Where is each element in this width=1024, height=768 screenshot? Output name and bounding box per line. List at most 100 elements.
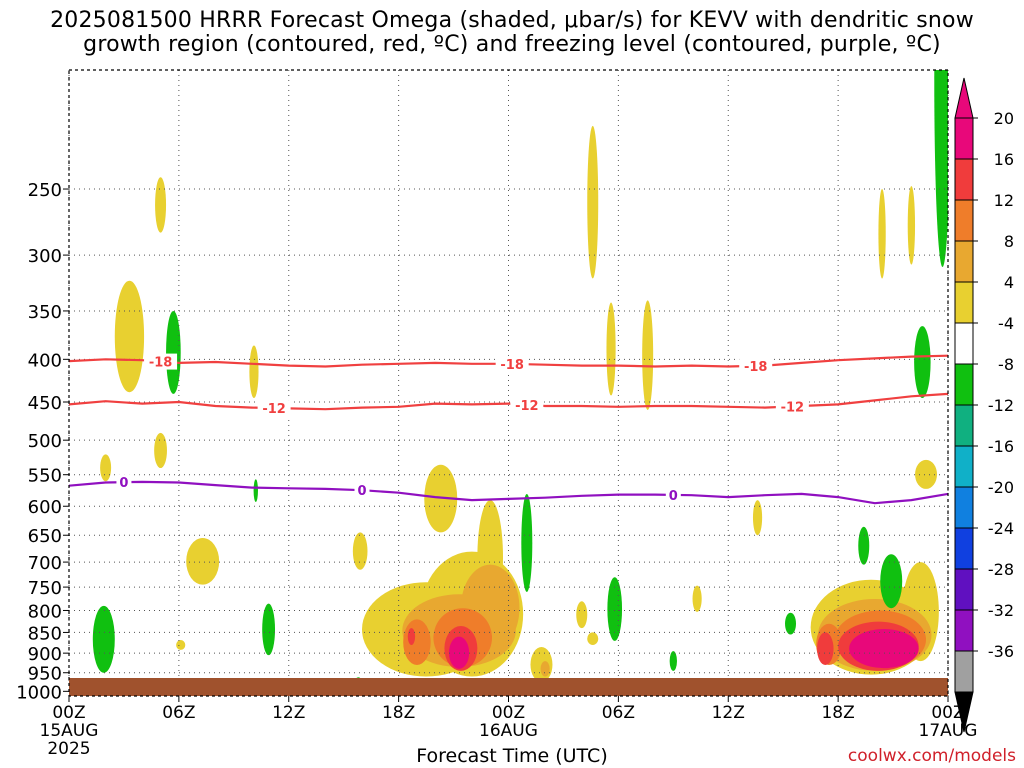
y-tick-label-550: 550 (28, 466, 62, 487)
omega-cell-27 (540, 661, 550, 677)
colorbar-swatch-11 (954, 568, 974, 611)
y-tick-label-750: 750 (28, 578, 62, 599)
omega-cell-6 (176, 640, 186, 650)
x-tick-label: 18Z (382, 703, 415, 723)
omega-cell-4 (249, 345, 259, 398)
omega-cell-2 (154, 432, 167, 469)
omega-cell-19 (752, 500, 763, 536)
omega-cell-3 (100, 454, 112, 482)
contour-label-bg (665, 486, 681, 503)
contour-layer: -18 -18 -18 -12 -12 -12 0 0 0 (69, 353, 948, 505)
colorbar-swatch-1 (954, 158, 974, 201)
omega-cell-46 (669, 651, 677, 671)
omega-cell-5 (186, 538, 220, 585)
omega-cell-39 (166, 310, 181, 394)
omega-cell-41 (253, 479, 258, 502)
source-credit: coolwx.com/models (847, 746, 1016, 766)
y-tick-label-850: 850 (28, 623, 62, 644)
x-tick-label: 12Z (712, 703, 745, 723)
y-tick-label-500: 500 (28, 431, 62, 452)
colorbar-swatch-5 (954, 322, 974, 365)
x-tick-date: 15AUG (40, 721, 99, 741)
colorbar-top-arrow (954, 77, 974, 119)
omega-colorbar: 20 16 12 8 4 -4 -8 -12 -16 -20 -24 -28 -32 -36 (954, 77, 1014, 733)
x-tick-date: 16AUG (479, 721, 538, 741)
omega-cell-7 (352, 532, 368, 570)
contour-label--12: -12 (262, 402, 286, 417)
y-tick-label-350: 350 (28, 302, 62, 323)
contour-label--18: -18 (744, 360, 768, 375)
contour-line-0 (69, 480, 948, 505)
y-tick-label-300: 300 (28, 246, 62, 267)
colorbar-swatch-8 (954, 445, 974, 488)
omega-cell-35 (817, 632, 834, 666)
omega-cell-21 (907, 186, 916, 265)
colorbar-label: -32 (988, 601, 1014, 620)
y-tick-label-600: 600 (28, 497, 62, 518)
colorbar-bottom-arrow (954, 691, 974, 733)
x-tick-label: 06Z (162, 703, 195, 723)
omega-cell-38 (849, 629, 919, 669)
contour-label--18: -18 (500, 358, 524, 373)
omega-cell-0 (114, 280, 145, 393)
omega-cell-29 (403, 619, 431, 666)
colorbar-swatch-3 (954, 240, 974, 283)
omega-cell-48 (858, 526, 870, 565)
colorbar-label: 8 (1004, 232, 1014, 251)
omega-cell-33 (407, 628, 416, 646)
colorbar-swatch-0 (954, 117, 974, 160)
y-tick-label-900: 900 (28, 644, 62, 665)
x-tick-label: 00Z (931, 703, 964, 723)
y-tick-label-700: 700 (28, 553, 62, 574)
contour-label-bg (116, 474, 132, 491)
omega-cell-16 (606, 302, 616, 396)
omega-cell-50 (914, 326, 931, 398)
omega-cell-51 (934, 70, 948, 267)
contour-line--12 (69, 392, 948, 411)
contour-label-bg (775, 398, 809, 415)
y-tick-label-250: 250 (28, 180, 62, 201)
x-tick-date: 17AUG (919, 721, 978, 741)
colorbar-swatch-13 (954, 650, 974, 693)
contour-label-bg (495, 355, 529, 372)
colorbar-label: -16 (988, 437, 1014, 456)
x-tick-label: 18Z (821, 703, 854, 723)
y-tick-label-450: 450 (28, 393, 62, 414)
x-tick-year: 2025 (47, 739, 90, 759)
colorbar-label: -20 (988, 478, 1014, 497)
y-axis: 250 300 350 400 450 500 550 600 650 700 7508008509… (16, 180, 69, 703)
colorbar-label: -28 (988, 560, 1014, 579)
x-tick-label: 00Z (492, 703, 525, 723)
omega-cell-18 (692, 585, 702, 612)
y-tick-label-400: 400 (28, 350, 62, 371)
chart-title-line-2: growth region (contoured, red, ºC) and f… (83, 32, 941, 57)
omega-cell-15 (587, 125, 599, 279)
contour-label--18: -18 (149, 356, 173, 371)
contour-label-bg (144, 353, 178, 370)
omega-cell-1 (155, 177, 167, 233)
contour-label-bg (510, 396, 544, 413)
y-tick-label-650: 650 (28, 526, 62, 547)
y-tick-label-800: 800 (28, 601, 62, 622)
y-tick-label-1000: 1000 (16, 682, 62, 703)
x-tick-label: 00Z (52, 703, 85, 723)
colorbar-swatch-12 (954, 609, 974, 652)
colorbar-label: -24 (988, 519, 1014, 538)
colorbar-label: 16 (994, 150, 1014, 169)
x-axis-title: Forecast Time (UTC) (416, 745, 608, 767)
x-tick-label: 06Z (602, 703, 635, 723)
omega-cell-47 (785, 612, 797, 635)
colorbar-label: 12 (994, 191, 1014, 210)
contour-label-0: 0 (119, 476, 128, 491)
colorbar-swatch-2 (954, 199, 974, 242)
colorbar-swatch-9 (954, 486, 974, 529)
colorbar-swatch-4 (954, 281, 974, 324)
contour-label-bg (739, 357, 773, 374)
colorbar-label: -12 (988, 396, 1014, 415)
omega-cell-40 (92, 605, 115, 673)
omega-shading-layer (92, 70, 948, 687)
contour-label-bg (354, 482, 370, 499)
colorbar-label: 4 (1004, 273, 1014, 292)
omega-cell-14 (587, 632, 599, 646)
